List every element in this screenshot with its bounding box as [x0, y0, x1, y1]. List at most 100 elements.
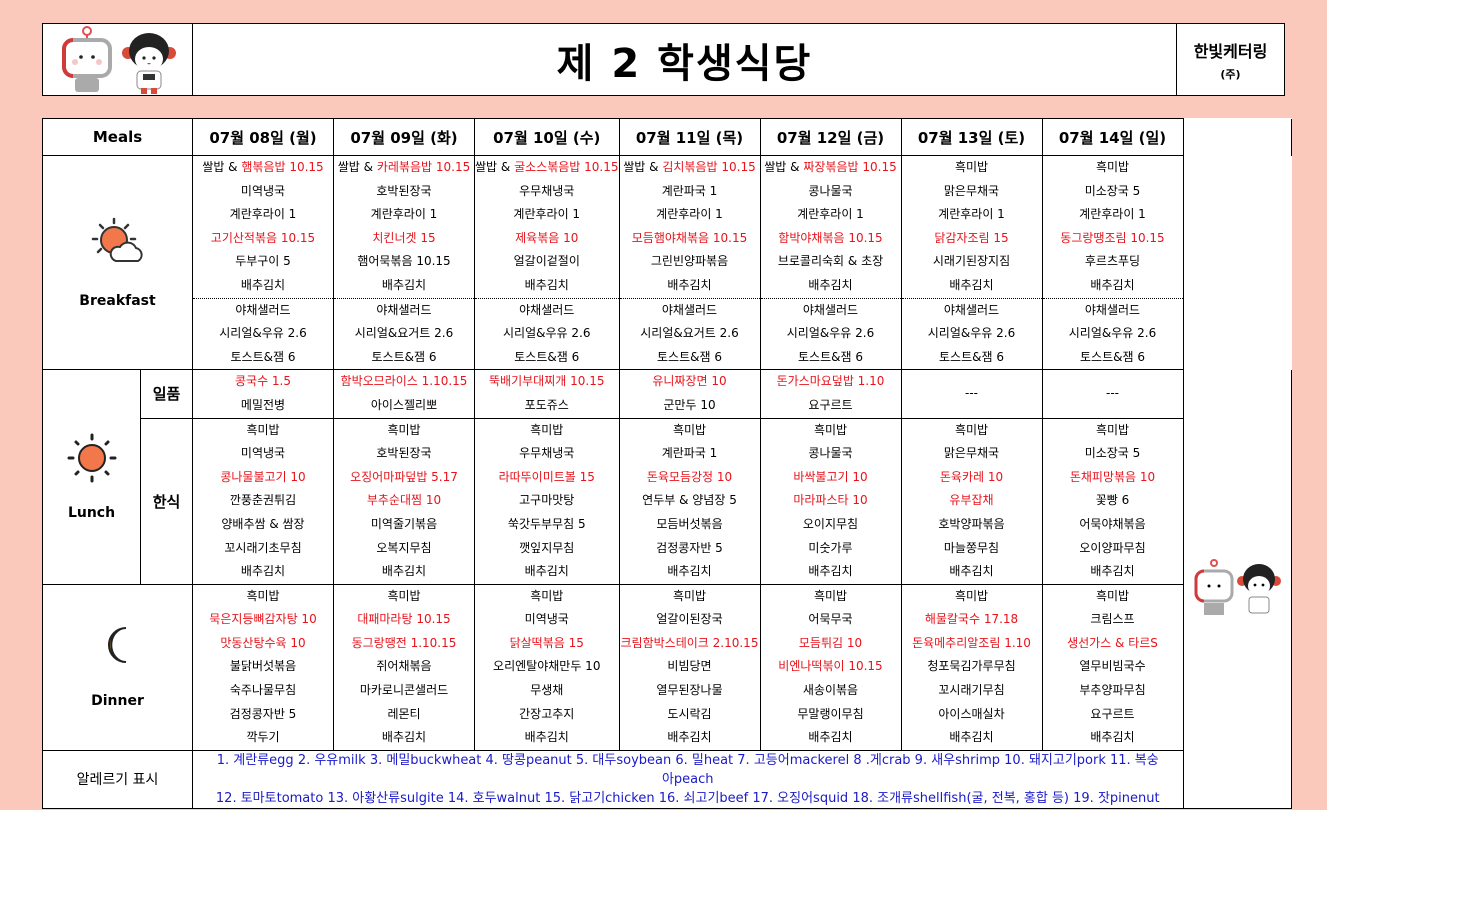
menu-item: 해물칼국수 17.18	[902, 608, 1042, 632]
menu-item-allergen: 돈육모듬강정 10	[646, 469, 733, 484]
lunch-label-cell: Lunch	[42, 369, 141, 585]
menu-item: 흑미밥	[530, 588, 564, 603]
lunch-special-cell: 콩국수 1.5 메밀전병	[192, 369, 334, 419]
menu-item: 얼갈이겉절이	[513, 254, 580, 269]
header-box: 제 2 학생식당 한빛케터링 (주)	[42, 23, 1285, 96]
menu-item: 비엔나떡볶이 10.15	[761, 655, 901, 679]
menu-item: 배추김치	[524, 730, 569, 745]
menu-item: 꼬시래기초무침	[224, 540, 302, 555]
menu-item: 닭살떡볶음 15	[475, 632, 619, 656]
menu-item: 어묵야채볶음	[1079, 516, 1146, 531]
lunch-special-cell: ---	[900, 369, 1043, 419]
breakfast-cell: 쌀밥 & 굴소스볶음밥 10.15 우무채냉국 계란후라이 1 제육볶음 10 얼갈이겉…	[474, 154, 620, 371]
menu-item: 쌀밥 & 김치볶음밥 10.15	[620, 156, 760, 180]
menu-item-base: 쌀밥 &	[623, 160, 663, 174]
menu-item: 토스트&잼 6	[939, 349, 1004, 364]
menu-item: 계란후라이 1	[370, 207, 438, 222]
menu-item: 오복지무침	[376, 540, 432, 555]
menu-item: 야채샐러드	[901, 297, 1042, 323]
menu-item: 야채샐러드	[1042, 297, 1183, 323]
menu-item: 시리얼&요거트 2.6	[354, 326, 454, 341]
menu-item-allergen: 김치볶음밥 10.15	[662, 160, 756, 174]
lunch-korean-cell: 흑미밥 계란파국 1 돈육모듬강정 10 연두부 & 양념장 5 모듬버섯볶음 검정콩자반…	[618, 417, 761, 585]
lunch-special-cell: 유니짜장면 10 군만두 10	[618, 369, 761, 419]
lunch-korean-label: 한식	[140, 417, 193, 585]
meals-header: Meals	[42, 118, 193, 156]
day-header: 07월 14일 (일)	[1041, 118, 1184, 156]
menu-item: 계란후라이 1	[656, 207, 723, 222]
menu-item: 검정콩자반 5	[229, 706, 297, 721]
menu-item-allergen: 돈채피망볶음 10	[1069, 469, 1156, 484]
lunch-korean-cell: 흑미밥 미소장국 5 돈채피망볶음 10 꽃빵 6 어묵야채볶음 오이양파무침 배추김치	[1041, 417, 1184, 585]
menu-item: 배추김치	[524, 277, 569, 292]
day-header: 07월 08일 (월)	[192, 118, 334, 156]
company-suffix: (주)	[1220, 67, 1241, 81]
menu-item: 미역냉국	[524, 612, 569, 627]
menu-item: 흑미밥	[1095, 422, 1130, 437]
menu-item: 연두부 & 양념장 5	[642, 493, 737, 508]
menu-item: 흑미밥	[672, 588, 707, 603]
menu-item: 계란후라이 1	[1079, 207, 1146, 222]
menu-item-base: 쌀밥 &	[764, 160, 804, 174]
menu-item: 아이스매실차	[938, 706, 1005, 721]
menu-item: 배추김치	[381, 564, 427, 579]
menu-item: 동그랑땡조림 10.15	[1043, 227, 1183, 251]
menu-item: 시리얼&우유 2.6	[786, 326, 875, 341]
weekly-menu-table: Meals 07월 08일 (월) 07월 09일 (화) 07월 10일 (수) 0…	[42, 118, 1292, 809]
menu-item: 치킨너겟 15	[334, 227, 474, 251]
menu-item: 맑은무채국	[943, 446, 1000, 461]
dinner-cell: 흑미밥 미역냉국 닭살떡볶음 15 오리엔탈야채만두 10 무생채 간장고추지 배추김치	[474, 583, 620, 751]
menu-item: 흑미밥	[954, 422, 989, 437]
menu-item: 맑은무채국	[943, 183, 1000, 198]
lunch-korean-cell: 흑미밥 콩나물국 바싹불고기 10 마라파스타 10 오이지무침 미숫가루 배추김치	[759, 417, 902, 585]
menu-item: 부추순대찜 10	[334, 489, 474, 513]
menu-item: 제육볶음 10	[475, 227, 619, 251]
menu-item: 묵은지등뼈감자탕 10	[193, 608, 333, 632]
menu-item: 청포묵김가루무침	[927, 659, 1016, 674]
menu-item: 꽃빵 6	[1095, 493, 1130, 508]
menu-item: 오이지무침	[802, 516, 859, 531]
breakfast-cell: 흑미밥 미소장국 5 계란후라이 1 동그랑땡조림 10.15 후르츠푸딩 배추김치 야채샐…	[1041, 154, 1184, 371]
menu-item: 생선가스 & 타르S	[1043, 632, 1183, 656]
allergy-text-2: 12. 토마토tomato 13. 아황산류sulgite 14. 호두waln…	[215, 790, 1160, 806]
menu-item: 시리얼&요거트 2.6	[640, 326, 739, 341]
menu-item: 토스트&잼 6	[657, 349, 722, 364]
menu-item: 배추김치	[1090, 564, 1135, 579]
breakfast-cell: 쌀밥 & 김치볶음밥 10.15 계란파국 1 계란후라이 1 모듬햄야채볶음 10.…	[618, 154, 761, 371]
menu-item: 돈가스마요덮밥 1.10	[761, 370, 901, 394]
menu-item: 간장고추지	[519, 706, 575, 721]
lunch-special-cell: 돈가스마요덮밥 1.10 요구르트	[759, 369, 902, 419]
lunch-label: Lunch	[67, 505, 116, 522]
menu-item: 배추김치	[808, 730, 853, 745]
menu-item: 군만두 10	[663, 397, 716, 412]
menu-item-allergen: 묵은지등뼈감자탕 10	[209, 612, 317, 627]
menu-item: 시리얼&우유 2.6	[219, 326, 307, 341]
menu-item: 브로콜리숙회 & 초장	[777, 254, 884, 269]
menu-item: 흑미밥	[1095, 588, 1130, 603]
menu-item: 양배추쌈 & 쌈장	[221, 516, 305, 531]
menu-item: 오징어마파덮밥 5.17	[334, 466, 474, 490]
menu-item: 시리얼&우유 2.6	[503, 326, 591, 341]
company-label: 한빛케터링	[1193, 41, 1268, 61]
menu-item-allergen: 뚝배기부대찌개 10.15	[489, 374, 605, 389]
breakfast-cell: 쌀밥 & 햄볶음밥 10.15 미역냉국 계란후라이 1 고기산적볶음 10.15 두부…	[192, 154, 334, 371]
menu-item: 야채샐러드	[475, 297, 619, 323]
menu-item: 배추김치	[949, 277, 994, 292]
menu-item: 요구르트	[808, 397, 853, 412]
menu-item: 오이양파무침	[1079, 540, 1146, 555]
menu-item: 바싹불고기 10	[761, 466, 901, 490]
menu-item: 토스트&잼 6	[371, 349, 437, 364]
day-header: 07월 10일 (수)	[474, 118, 620, 156]
girl-mascot-icon	[121, 32, 176, 94]
lunch-special-cell: 함박오므라이스 1.10.15 아이스젤리뽀	[333, 369, 475, 419]
menu-item: 마카로니콘샐러드	[359, 683, 449, 698]
menu-item: 미숫가루	[808, 540, 853, 555]
menu-item: 포도쥬스	[524, 397, 569, 412]
menu-item: 배추김치	[949, 564, 994, 579]
menu-item-allergen: 굴소스볶음밥 10.15	[514, 160, 619, 174]
menu-item: 시리얼&우유 2.6	[1068, 326, 1157, 341]
menu-item: 유부잡채	[902, 489, 1042, 513]
day-header: 07월 13일 (토)	[900, 118, 1043, 156]
page-title: 제 2 학생식당	[556, 40, 813, 87]
dinner-cell: 흑미밥 해물칼국수 17.18 돈육메추리알조림 1.10 청포묵김가루무침 꼬시래기무…	[900, 583, 1043, 751]
